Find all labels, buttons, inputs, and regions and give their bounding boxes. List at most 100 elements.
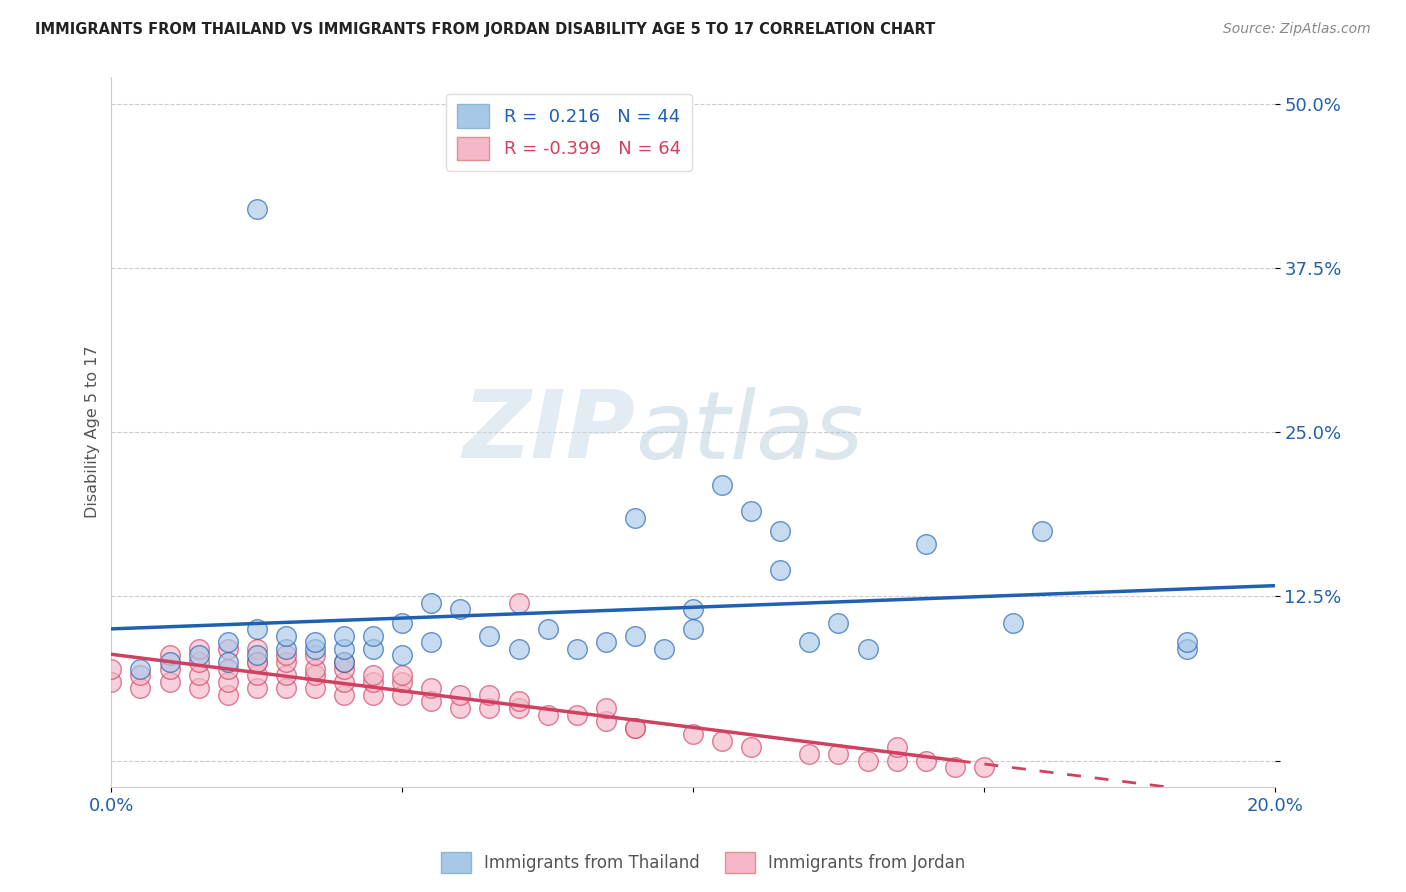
Point <box>333 629 356 643</box>
Point <box>449 602 471 616</box>
Point <box>333 655 356 669</box>
Point <box>624 721 647 735</box>
Point <box>391 668 413 682</box>
Point <box>1031 524 1053 538</box>
Point <box>856 754 879 768</box>
Point <box>246 655 269 669</box>
Point <box>274 655 297 669</box>
Point <box>333 641 356 656</box>
Legend: Immigrants from Thailand, Immigrants from Jordan: Immigrants from Thailand, Immigrants fro… <box>434 846 972 880</box>
Point <box>304 662 326 676</box>
Point <box>333 662 356 676</box>
Point <box>187 681 209 696</box>
Text: IMMIGRANTS FROM THAILAND VS IMMIGRANTS FROM JORDAN DISABILITY AGE 5 TO 17 CORREL: IMMIGRANTS FROM THAILAND VS IMMIGRANTS F… <box>35 22 935 37</box>
Point <box>129 662 152 676</box>
Point <box>420 694 443 708</box>
Point <box>886 754 908 768</box>
Point <box>1177 641 1199 656</box>
Point <box>508 596 530 610</box>
Point <box>595 635 617 649</box>
Point <box>246 622 269 636</box>
Point <box>420 635 443 649</box>
Point <box>914 537 936 551</box>
Point <box>420 681 443 696</box>
Point <box>682 622 704 636</box>
Point <box>449 688 471 702</box>
Legend: R =  0.216   N = 44, R = -0.399   N = 64: R = 0.216 N = 44, R = -0.399 N = 64 <box>446 94 692 170</box>
Point <box>827 615 849 630</box>
Point <box>652 641 675 656</box>
Point <box>246 668 269 682</box>
Point <box>304 681 326 696</box>
Point <box>391 615 413 630</box>
Point <box>682 602 704 616</box>
Point <box>217 655 239 669</box>
Point <box>159 655 181 669</box>
Point <box>973 760 995 774</box>
Point <box>740 504 762 518</box>
Point <box>769 524 792 538</box>
Point <box>1177 635 1199 649</box>
Point <box>740 740 762 755</box>
Point <box>304 641 326 656</box>
Point <box>217 662 239 676</box>
Point <box>274 648 297 663</box>
Point <box>1001 615 1024 630</box>
Point <box>391 688 413 702</box>
Point <box>304 635 326 649</box>
Point <box>129 681 152 696</box>
Point <box>537 707 560 722</box>
Point <box>361 688 384 702</box>
Point <box>100 662 122 676</box>
Point <box>217 688 239 702</box>
Point <box>274 641 297 656</box>
Point <box>187 668 209 682</box>
Point <box>159 674 181 689</box>
Point <box>361 629 384 643</box>
Point <box>361 641 384 656</box>
Point <box>333 674 356 689</box>
Point <box>886 740 908 755</box>
Point <box>246 202 269 216</box>
Point <box>624 510 647 524</box>
Point <box>391 648 413 663</box>
Point <box>159 662 181 676</box>
Point <box>565 641 588 656</box>
Point <box>246 655 269 669</box>
Point <box>333 655 356 669</box>
Point <box>799 747 821 761</box>
Point <box>274 629 297 643</box>
Point <box>478 701 501 715</box>
Point <box>246 681 269 696</box>
Point <box>537 622 560 636</box>
Point <box>100 674 122 689</box>
Point <box>856 641 879 656</box>
Point <box>914 754 936 768</box>
Point <box>217 641 239 656</box>
Point <box>129 668 152 682</box>
Text: ZIP: ZIP <box>463 386 636 478</box>
Point <box>449 701 471 715</box>
Point <box>217 674 239 689</box>
Point <box>827 747 849 761</box>
Point <box>187 641 209 656</box>
Point <box>799 635 821 649</box>
Point <box>508 701 530 715</box>
Point <box>391 674 413 689</box>
Point <box>246 648 269 663</box>
Point <box>478 629 501 643</box>
Point <box>246 641 269 656</box>
Point <box>595 701 617 715</box>
Point <box>682 727 704 741</box>
Point <box>565 707 588 722</box>
Point <box>595 714 617 728</box>
Point <box>478 688 501 702</box>
Point <box>304 668 326 682</box>
Point <box>711 734 734 748</box>
Point <box>420 596 443 610</box>
Point <box>217 635 239 649</box>
Point <box>508 694 530 708</box>
Point <box>187 648 209 663</box>
Point <box>333 688 356 702</box>
Point <box>274 668 297 682</box>
